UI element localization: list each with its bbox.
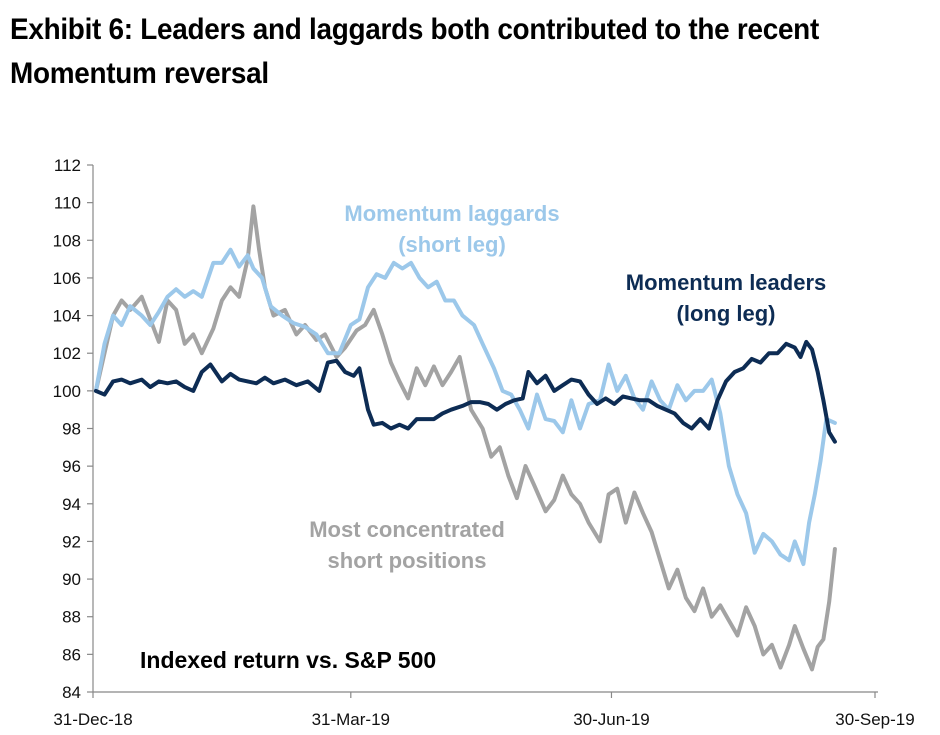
y-tick-label: 88 (62, 608, 81, 627)
y-tick-label: 90 (62, 570, 81, 589)
chart-subtitle: Indexed return vs. S&P 500 (140, 647, 436, 673)
series-line-short (93, 204, 837, 672)
y-tick-label: 86 (62, 645, 81, 664)
y-tick-label: 94 (62, 495, 81, 514)
y-tick-label: 84 (62, 683, 81, 702)
y-tick-label: 96 (62, 457, 81, 476)
y-tick-label: 106 (53, 269, 81, 288)
x-tick-label: 31-Dec-18 (53, 710, 132, 729)
y-tick-label: 104 (53, 307, 81, 326)
y-tick-label: 98 (62, 420, 81, 439)
y-tick-label: 102 (53, 344, 81, 363)
series-line-leaders (93, 339, 837, 444)
y-tick-label: 100 (53, 382, 81, 401)
title-line-2: Momentum reversal (10, 57, 269, 90)
annotation-leaders-line-1: Momentum leaders (626, 270, 827, 295)
y-tick-label: 92 (62, 532, 81, 551)
x-tick-label: 30-Sep-19 (835, 710, 914, 729)
annotation-laggards-line-1: Momentum laggards (344, 201, 559, 226)
x-tick-label: 31-Mar-19 (312, 710, 390, 729)
annotation-leaders-line-2: (long leg) (677, 301, 776, 326)
annotation-laggards-line-2: (short leg) (398, 232, 506, 257)
y-tick-label: 108 (53, 231, 81, 250)
annotation-short-line-1: Most concentrated (309, 517, 505, 542)
x-tick-label: 30-Jun-19 (573, 710, 650, 729)
title-line-1: Exhibit 6: Leaders and laggards both con… (10, 13, 819, 46)
y-tick-label: 110 (54, 194, 81, 213)
series-line-laggards (93, 247, 837, 566)
annotation-short-line-2: short positions (328, 548, 487, 573)
chart-title: Exhibit 6: Leaders and laggards both con… (10, 8, 866, 96)
y-tick-label: 112 (54, 156, 81, 175)
